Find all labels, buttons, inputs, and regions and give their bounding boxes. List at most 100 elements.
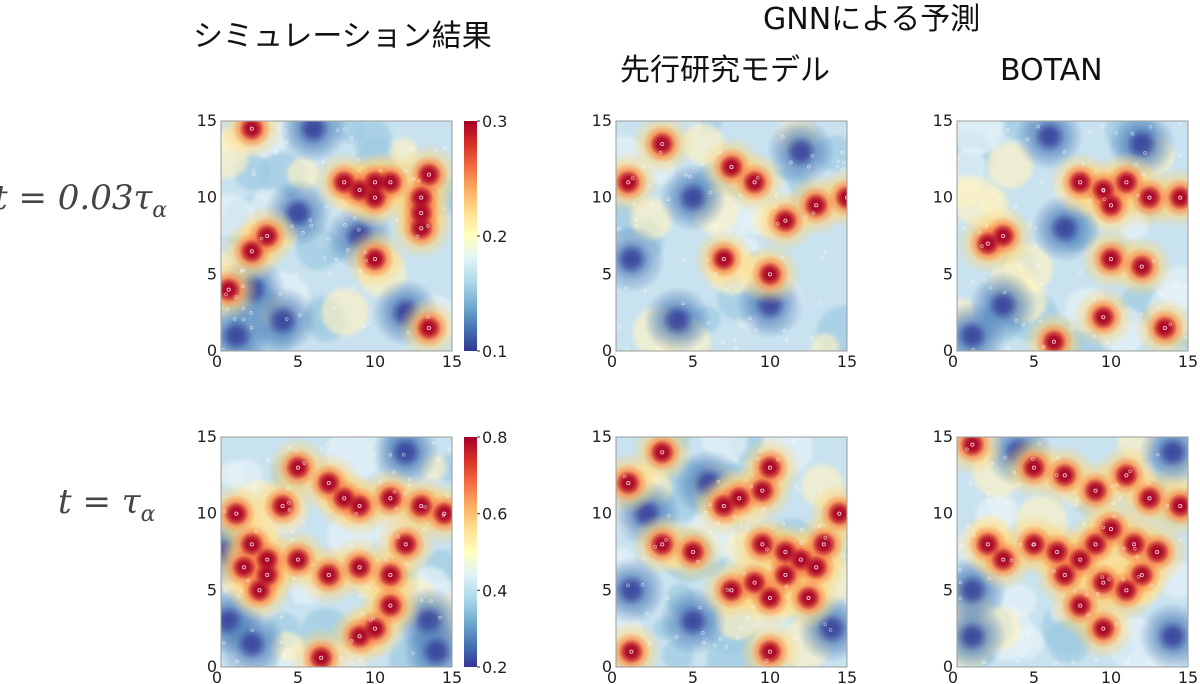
x-tick-label: 10	[365, 668, 385, 684]
particle-marker	[394, 506, 399, 511]
particle-marker	[739, 626, 743, 630]
particle-marker	[1040, 282, 1045, 286]
hot-core	[362, 246, 388, 272]
particle-marker	[983, 278, 987, 283]
particle-marker	[958, 596, 963, 601]
particle-marker	[729, 164, 734, 170]
hot-core	[960, 437, 985, 457]
particle-marker	[1042, 344, 1046, 349]
y-tick-label: 15	[592, 111, 612, 130]
particle-marker	[388, 603, 393, 608]
heatmap-panel-0: 0 5 10 15 0 5 10 15 0.1 0.2 0.3	[197, 111, 508, 371]
y-tick-label: 5	[602, 264, 612, 283]
particle-marker	[666, 197, 671, 202]
hot-core	[1090, 616, 1116, 641]
cold-core	[1049, 212, 1081, 244]
particle-marker	[294, 448, 298, 453]
particle-marker	[372, 256, 378, 262]
particle-marker	[1108, 203, 1114, 208]
particle-marker	[292, 576, 296, 580]
particle-marker	[1005, 502, 1010, 507]
particle-marker	[407, 477, 412, 482]
particle-marker	[1112, 514, 1116, 518]
hot-core	[803, 555, 829, 580]
y-tick-label: 0	[207, 657, 217, 676]
particle-marker	[1031, 457, 1035, 461]
particle-marker	[721, 503, 726, 509]
hot-core	[719, 578, 744, 603]
particle-marker	[1031, 465, 1037, 470]
particle-marker	[986, 491, 991, 495]
particle-marker	[249, 325, 254, 330]
particle-marker	[1124, 180, 1129, 185]
particle-marker	[274, 150, 278, 155]
particle-marker	[1074, 503, 1079, 507]
particle-marker	[1178, 503, 1183, 509]
particle-marker	[741, 571, 746, 575]
heatmap-panel-5: 0 5 10 15 0 5 10 15	[933, 427, 1199, 684]
cold-core	[421, 636, 452, 667]
hot-core	[239, 121, 265, 141]
particle-marker	[224, 292, 228, 297]
particle-marker	[807, 164, 811, 169]
particle-marker	[732, 514, 737, 519]
hot-core	[1129, 254, 1155, 279]
particle-marker	[352, 285, 357, 290]
hot-core	[408, 216, 434, 241]
particle-marker	[674, 635, 679, 639]
particle-marker	[1160, 292, 1164, 296]
particle-marker	[738, 535, 743, 539]
particle-marker	[1135, 554, 1139, 559]
particle-marker	[242, 565, 247, 570]
particle-marker	[844, 600, 847, 604]
particle-marker	[767, 272, 773, 277]
particle-marker	[1108, 256, 1114, 262]
particle-marker	[425, 224, 430, 228]
particle-marker	[232, 317, 237, 321]
particle-marker	[403, 491, 408, 496]
particle-marker	[411, 651, 415, 656]
hot-core	[757, 585, 783, 611]
particle-marker	[335, 128, 340, 133]
particle-marker	[295, 557, 301, 562]
hot-core	[221, 277, 242, 302]
particle-marker	[284, 140, 289, 145]
particle-marker	[979, 149, 983, 154]
particle-marker	[960, 543, 965, 548]
particle-marker	[985, 542, 990, 547]
row-label-top-base: t = 0.03τ	[0, 178, 153, 218]
hot-core	[1083, 478, 1108, 503]
hot-core	[378, 170, 403, 195]
particle-marker	[419, 210, 424, 216]
particle-marker	[660, 450, 665, 455]
particle-marker	[368, 618, 373, 622]
particle-marker	[1088, 198, 1092, 203]
hot-core	[757, 262, 783, 287]
particle-marker	[362, 324, 366, 329]
particle-marker	[823, 250, 828, 255]
particle-marker	[650, 202, 655, 207]
particle-marker	[1168, 322, 1173, 327]
particle-marker	[823, 536, 828, 540]
particle-marker	[817, 524, 822, 529]
particle-marker	[234, 511, 239, 516]
particle-marker	[985, 241, 990, 246]
particle-marker	[796, 488, 800, 493]
particle-marker	[760, 542, 765, 547]
hot-core	[719, 154, 744, 180]
colorbar-tick-label: 0.3	[482, 112, 507, 131]
particle-marker	[970, 442, 975, 447]
y-tick-label: 15	[933, 111, 953, 130]
particle-marker	[1118, 496, 1122, 501]
particle-marker	[301, 230, 305, 235]
hot-core	[285, 455, 311, 480]
particle-marker	[957, 156, 960, 161]
particle-marker	[1027, 222, 1032, 226]
particle-marker	[718, 150, 722, 155]
particle-marker	[653, 476, 658, 481]
particle-marker	[1078, 603, 1083, 608]
x-tick-label: 10	[365, 352, 385, 371]
hot-core	[619, 639, 644, 664]
x-tick-label: 15	[1178, 352, 1198, 371]
particle-marker	[249, 311, 253, 315]
